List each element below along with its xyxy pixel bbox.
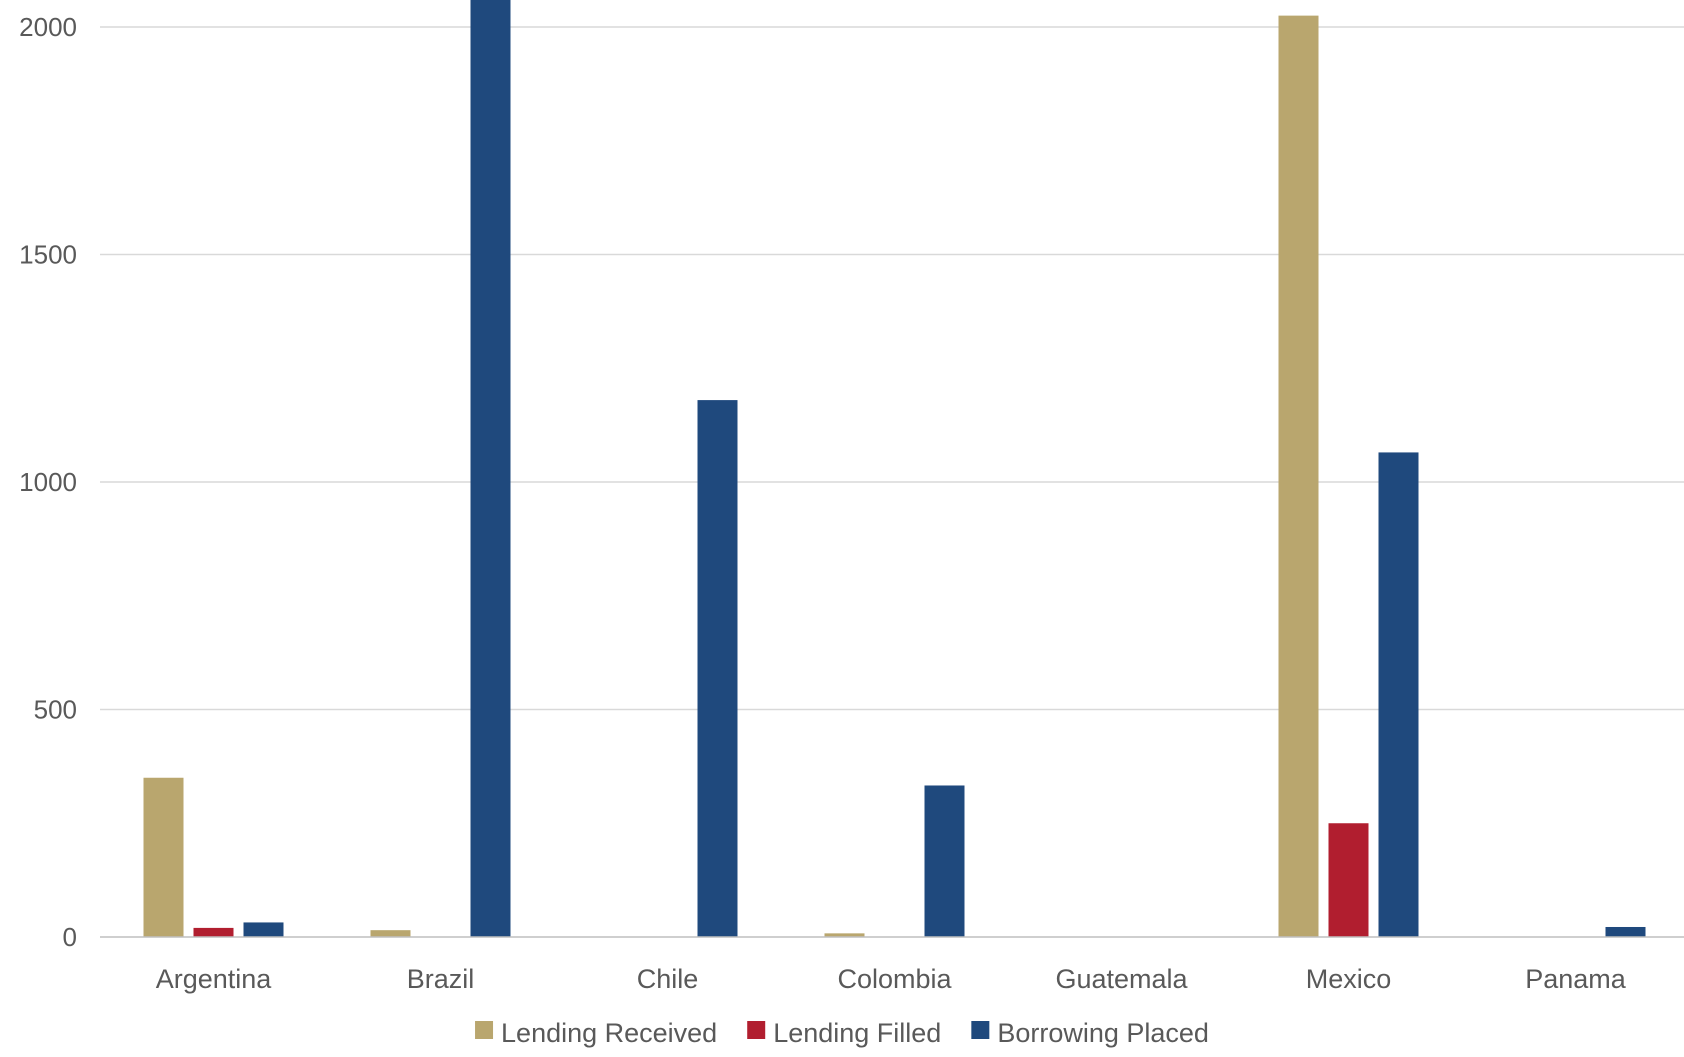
legend-swatch-lending-filled (747, 1021, 766, 1039)
x-category-label: Panama (1525, 964, 1627, 994)
axes: 0 500 1000 1500 2000 Argentina Brazil Chile Colo… (19, 12, 1684, 994)
bar-borrowing-placed-colombia (924, 785, 965, 937)
bar-lending-received-brazil (370, 930, 411, 937)
y-tick-label: 1000 (19, 467, 77, 497)
legend-swatch-lending-received (475, 1021, 494, 1039)
bars (143, 0, 1646, 938)
x-category-label: Chile (637, 964, 699, 994)
y-tick-label: 0 (63, 922, 77, 952)
legend: Lending Received Lending Filled Borrowing … (475, 1018, 1209, 1048)
bar-lending-filled-argentina (193, 927, 234, 937)
bar-lending-filled-mexico (1328, 823, 1369, 937)
x-category-label: Colombia (837, 964, 952, 994)
bar-borrowing-placed-brazil (470, 0, 511, 937)
x-category-label: Argentina (156, 964, 273, 994)
y-tick-label: 500 (34, 695, 77, 725)
y-tick-label: 2000 (19, 12, 77, 42)
bar-borrowing-placed-panama (1605, 926, 1646, 937)
legend-label: Lending Filled (773, 1018, 941, 1048)
bar-borrowing-placed-chile (697, 400, 738, 938)
x-category-label: Guatemala (1055, 964, 1188, 994)
bar-lending-received-colombia (824, 933, 865, 937)
gridlines (100, 26, 1684, 711)
bar-borrowing-placed-mexico (1378, 452, 1419, 937)
x-category-label: Brazil (407, 964, 475, 994)
bar-lending-received-argentina (143, 777, 184, 937)
bar-lending-received-mexico (1278, 15, 1319, 937)
legend-swatch-borrowing-placed (971, 1021, 990, 1039)
y-tick-label: 1500 (19, 240, 77, 270)
bar-borrowing-placed-argentina (243, 922, 284, 937)
x-category-label: Mexico (1306, 964, 1392, 994)
legend-label: Borrowing Placed (997, 1018, 1209, 1048)
legend-label: Lending Received (501, 1018, 717, 1048)
